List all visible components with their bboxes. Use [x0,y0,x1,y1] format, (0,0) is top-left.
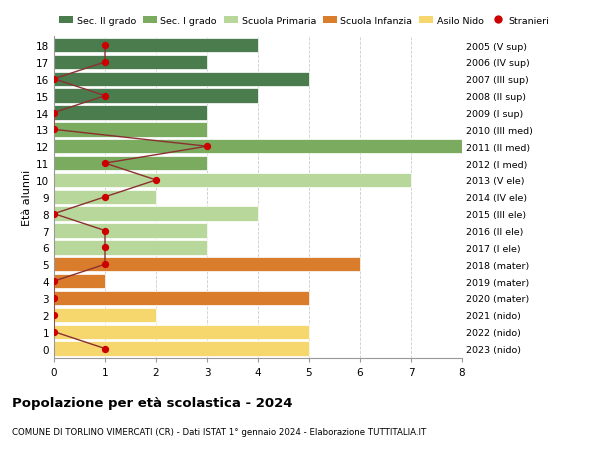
Point [100,93,110,100]
Point [49,126,59,134]
Y-axis label: Età alunni: Età alunni [22,169,32,225]
Point [49,328,59,336]
Bar [54,224,207,238]
Bar [54,90,258,104]
Bar [54,291,309,305]
Bar [54,190,156,205]
Point [100,194,110,201]
Bar [54,257,360,272]
Point [100,160,110,168]
Point [49,312,59,319]
Point [100,227,110,235]
Point [100,244,110,252]
Point [49,295,59,302]
Point [100,42,110,50]
Bar [54,39,258,53]
Bar [54,174,411,188]
Bar [54,241,207,255]
Bar [54,325,309,339]
Legend: Sec. II grado, Sec. I grado, Scuola Primaria, Scuola Infanzia, Asilo Nido, Stran: Sec. II grado, Sec. I grado, Scuola Prim… [59,17,549,26]
Point [151,177,161,184]
Point [100,261,110,269]
Bar [54,56,207,70]
Point [49,278,59,285]
Bar [54,341,309,356]
Point [202,143,212,151]
Point [100,59,110,67]
Text: COMUNE DI TORLINO VIMERCATI (CR) - Dati ISTAT 1° gennaio 2024 - Elaborazione TUT: COMUNE DI TORLINO VIMERCATI (CR) - Dati … [12,427,426,436]
Bar [54,140,462,154]
Point [49,211,59,218]
Bar [54,123,207,137]
Point [49,110,59,117]
Bar [54,308,156,322]
Point [49,76,59,83]
Bar [54,274,105,289]
Point [100,345,110,353]
Bar [54,157,207,171]
Bar [54,207,258,221]
Text: Popolazione per età scolastica - 2024: Popolazione per età scolastica - 2024 [12,396,293,409]
Bar [54,73,309,87]
Bar [54,106,207,120]
